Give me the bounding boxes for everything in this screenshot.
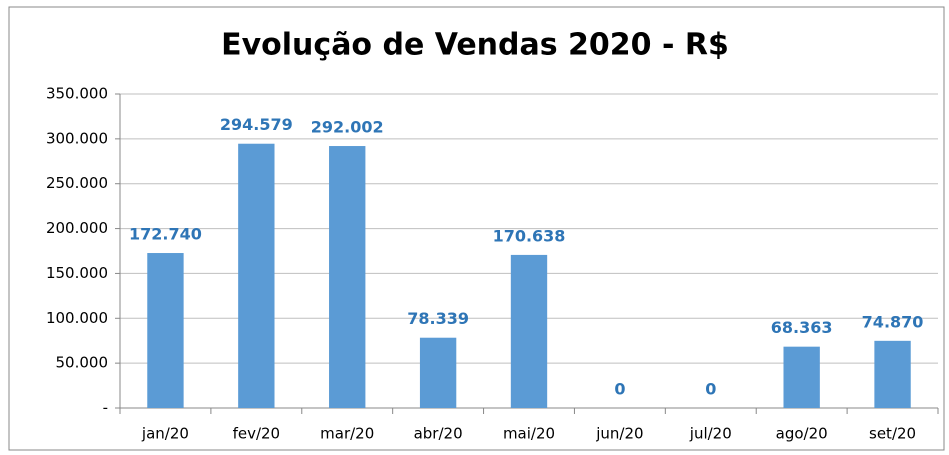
data-label: 0 bbox=[614, 380, 625, 399]
y-tick-label: 200.000 bbox=[46, 219, 108, 237]
data-label: 68.363 bbox=[771, 318, 833, 337]
x-tick-label: mai/20 bbox=[503, 425, 555, 443]
y-tick-label: 350.000 bbox=[46, 85, 108, 103]
bar bbox=[783, 346, 820, 408]
data-label: 170.638 bbox=[493, 226, 566, 245]
bar bbox=[510, 254, 548, 408]
data-label: 74.870 bbox=[862, 312, 924, 331]
chart-title: Evolução de Vendas 2020 - R$ bbox=[221, 28, 729, 63]
bar bbox=[874, 340, 911, 408]
x-tick-label: jan/20 bbox=[141, 425, 189, 443]
data-label: 0 bbox=[705, 380, 716, 399]
y-tick-label: 50.000 bbox=[56, 354, 109, 372]
data-label: 172.740 bbox=[129, 225, 202, 244]
data-label: 78.339 bbox=[407, 309, 469, 328]
x-tick-label: jun/20 bbox=[595, 425, 643, 443]
bar bbox=[419, 337, 457, 408]
data-label: 292.002 bbox=[311, 118, 384, 137]
x-tick-label: fev/20 bbox=[233, 425, 281, 443]
x-tick-label: set/20 bbox=[869, 425, 916, 443]
bar bbox=[329, 146, 366, 409]
x-tick-label: mar/20 bbox=[320, 425, 374, 443]
y-tick-label: - bbox=[103, 399, 108, 417]
y-tick-label: 150.000 bbox=[46, 264, 108, 282]
x-tick-label: abr/20 bbox=[414, 425, 463, 443]
x-tick-label: ago/20 bbox=[776, 425, 828, 443]
y-tick-label: 300.000 bbox=[46, 129, 108, 147]
x-tick-label: jul/20 bbox=[689, 425, 732, 443]
bar bbox=[238, 143, 275, 408]
data-label: 294.579 bbox=[220, 115, 293, 134]
bar bbox=[147, 253, 184, 408]
y-tick-label: 250.000 bbox=[46, 174, 108, 192]
y-tick-label: 100.000 bbox=[46, 309, 108, 327]
